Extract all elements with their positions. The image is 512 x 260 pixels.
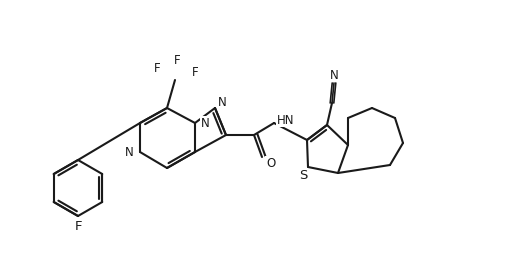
Text: HN: HN <box>277 114 294 127</box>
Text: S: S <box>299 168 307 181</box>
Text: F: F <box>154 62 160 75</box>
Text: N: N <box>201 116 210 129</box>
Text: O: O <box>266 157 275 170</box>
Text: N: N <box>125 146 134 159</box>
Text: N: N <box>330 68 338 81</box>
Text: F: F <box>191 66 198 79</box>
Text: F: F <box>74 219 82 232</box>
Text: N: N <box>218 95 227 108</box>
Text: F: F <box>174 54 180 67</box>
